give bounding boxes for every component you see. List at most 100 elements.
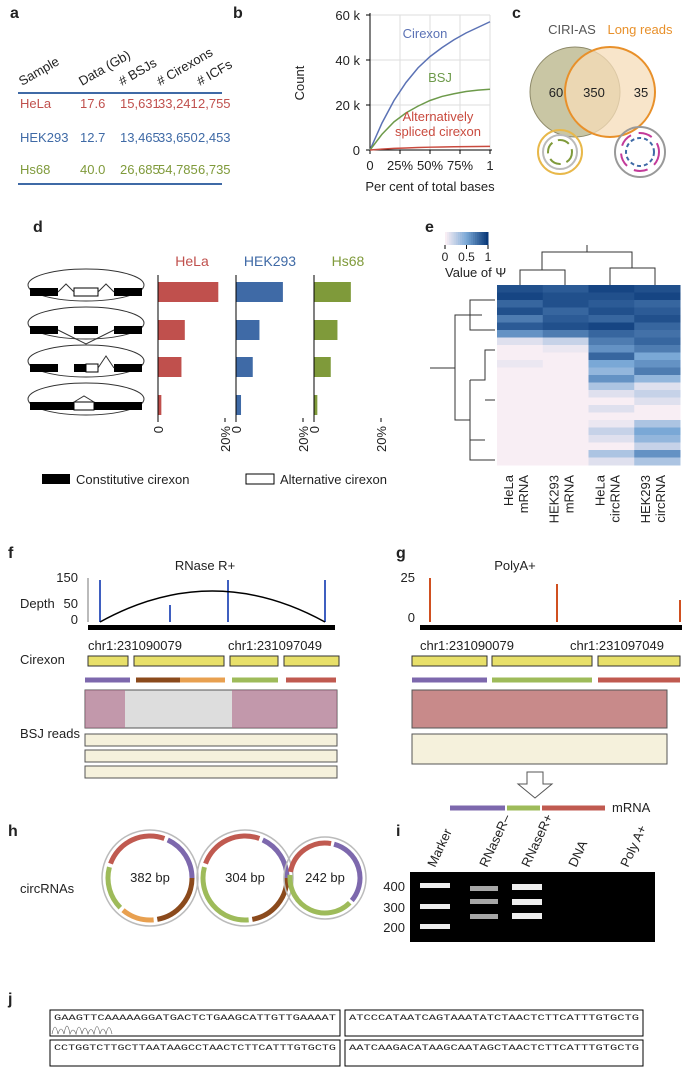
- bar: [236, 357, 253, 377]
- panel-label: a: [10, 5, 19, 22]
- heat-cell: [588, 360, 635, 368]
- chromatogram-box: [49, 1009, 644, 1067]
- bar: [158, 357, 182, 377]
- colorbar-tick-label: 1: [485, 250, 492, 264]
- heat-cell: [497, 330, 544, 338]
- table-cell: 13,465: [120, 130, 160, 145]
- x-tick-label: 75%: [447, 158, 473, 173]
- heat-cell: [634, 442, 681, 451]
- series-line: [369, 145, 491, 151]
- table-cell: 17.6: [80, 96, 105, 111]
- colorbar-step: [462, 232, 465, 245]
- heat-cell: [497, 390, 544, 398]
- table-cell: HeLa: [20, 96, 52, 111]
- series-line: [369, 21, 491, 151]
- panel-label: b: [233, 5, 243, 22]
- colorbar-step: [479, 232, 483, 245]
- heat-cell: [588, 352, 635, 361]
- panel-label: i: [396, 823, 400, 840]
- track-label: mRNA: [612, 800, 651, 815]
- heat-cell: [588, 412, 635, 421]
- circ-segment: [108, 833, 166, 865]
- bar: [158, 282, 219, 302]
- circ-segment: [251, 877, 290, 922]
- table-cell: 12.7: [80, 130, 105, 145]
- heat-cell: [497, 420, 544, 428]
- heat-cell: [634, 345, 681, 353]
- colorbar-tick-label: 0: [442, 250, 449, 264]
- x-tick-label: 0: [229, 426, 244, 433]
- genome-line: [88, 625, 335, 630]
- heat-cell: [588, 397, 635, 406]
- heat-cell: [542, 292, 589, 301]
- heat-cell: [634, 405, 681, 413]
- size-label: 400: [383, 879, 405, 894]
- dendrogram: [430, 245, 656, 461]
- coordinate: chr1:231097049: [228, 638, 322, 653]
- heat-cell: [634, 337, 681, 346]
- circ-size: 382 bp: [130, 870, 170, 885]
- bar: [158, 395, 162, 415]
- x-tick-label: 1: [486, 158, 493, 173]
- heat-cell: [634, 360, 681, 368]
- circ-segment: [261, 837, 290, 879]
- panel-label: e: [425, 219, 434, 236]
- series-line: [369, 88, 491, 151]
- heat-cell: [497, 442, 544, 451]
- heat-cell: [634, 427, 681, 436]
- genome-line: [420, 625, 682, 630]
- heat-cell: [542, 382, 589, 391]
- heat-cell: [542, 427, 589, 436]
- panel-label: j: [7, 991, 12, 1008]
- coverage: [429, 578, 681, 622]
- cirexons: [85, 655, 340, 683]
- bar: [236, 395, 242, 415]
- heat-cell: [542, 345, 589, 353]
- column-label: circRNA: [607, 475, 622, 523]
- heat-cell: [542, 285, 589, 293]
- heat-cell: [634, 435, 681, 443]
- legend-swatch: [245, 473, 275, 485]
- heat-cell: [542, 435, 589, 443]
- panel-label: f: [8, 545, 14, 562]
- heat-cell: [634, 352, 681, 361]
- group-label: HeLa: [175, 253, 209, 269]
- heat-cell: [634, 457, 681, 466]
- legend-label: Alternative cirexon: [280, 472, 387, 487]
- track-label: Depth: [20, 596, 55, 611]
- panel-label: g: [396, 545, 406, 562]
- heat-cell: [497, 300, 544, 308]
- bar: [314, 320, 338, 340]
- depth-tick: 25: [401, 570, 415, 585]
- exons: [411, 655, 681, 811]
- table-cell: 2,453: [198, 130, 231, 145]
- heat-cell: [588, 450, 635, 458]
- colorbar-step: [451, 232, 455, 245]
- junction-arc: [99, 590, 326, 623]
- heat-cell: [542, 450, 589, 458]
- heat-cell: [588, 285, 635, 293]
- x-tick-label: 50%: [417, 158, 443, 173]
- y-tick-label: 40 k: [335, 53, 360, 68]
- colorbar-step: [483, 232, 487, 245]
- heat-cell: [588, 292, 635, 301]
- circ-segment: [156, 877, 195, 922]
- venn-count: 35: [634, 85, 648, 100]
- heat-cell: [497, 397, 544, 406]
- circ-size: 242 bp: [305, 870, 345, 885]
- heat-cell: [497, 375, 544, 383]
- bar: [236, 282, 283, 302]
- x-tick-label: 20%: [296, 426, 311, 452]
- colorbar-step: [477, 232, 480, 245]
- sequence: GAAGTTCAAAAAGGATGACTCTGAAGCATTGTTGAAAAT: [54, 1013, 336, 1023]
- colorbar-step: [449, 232, 452, 245]
- heat-cell: [497, 315, 544, 323]
- legend-swatch: [42, 474, 70, 484]
- track-title: PolyA+: [494, 558, 536, 573]
- heat-cell: [634, 292, 681, 301]
- column-label: circRNA: [653, 475, 668, 523]
- heat-cell: [588, 382, 635, 391]
- track-label: BSJ reads: [20, 726, 80, 741]
- venn-circle: [564, 46, 656, 138]
- heat-cell: [542, 457, 589, 466]
